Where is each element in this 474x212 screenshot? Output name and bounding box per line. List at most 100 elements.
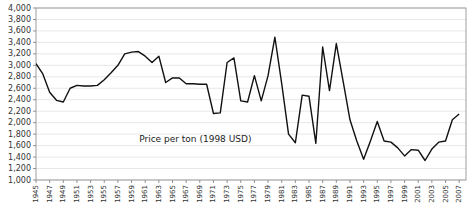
x-tick-label: 1985 <box>305 185 313 203</box>
y-tick <box>33 134 36 135</box>
x-tick-label: 1947 <box>46 185 54 203</box>
x-tick-label: 1963 <box>155 185 163 203</box>
y-tick-label: 3,400 <box>8 38 31 47</box>
x-tick <box>36 180 37 183</box>
y-tick-label: 2,200 <box>8 107 31 116</box>
grid-line <box>36 157 466 158</box>
x-tick-label: 1975 <box>237 185 245 203</box>
grid-line <box>36 30 466 31</box>
x-tick <box>363 180 364 183</box>
y-tick <box>33 145 36 146</box>
y-tick <box>33 180 36 181</box>
grid-line <box>36 76 466 77</box>
x-tick <box>117 180 118 183</box>
x-tick-label: 2005 <box>442 185 450 203</box>
y-tick-label: 1,800 <box>8 130 31 139</box>
x-tick <box>186 180 187 183</box>
x-tick-label: 1965 <box>169 185 177 203</box>
x-tick-label: 1981 <box>278 185 286 203</box>
y-tick <box>33 99 36 100</box>
x-tick-label: 1991 <box>346 185 354 203</box>
x-tick-label: 1945 <box>32 185 40 203</box>
y-tick <box>33 168 36 169</box>
y-tick <box>33 122 36 123</box>
grid-line <box>36 53 466 54</box>
x-tick <box>418 180 419 183</box>
plot-area <box>36 37 459 160</box>
y-tick <box>33 88 36 89</box>
x-tick-label: 1983 <box>291 185 299 203</box>
x-tick <box>63 180 64 183</box>
x-tick-label: 1989 <box>332 185 340 203</box>
x-tick <box>227 180 228 183</box>
y-tick-label: 1,400 <box>8 153 31 162</box>
y-tick <box>33 42 36 43</box>
x-tick <box>268 180 269 183</box>
y-tick-label: 3,200 <box>8 49 31 58</box>
grid-line <box>36 122 466 123</box>
y-tick <box>33 111 36 112</box>
chart: 1,000 1,200 1,400 1,600 1,800 2,000 2,200 2,400… <box>0 0 474 212</box>
y-tick <box>33 76 36 77</box>
x-tick-label: 1995 <box>373 185 381 203</box>
x-tick-label: 1961 <box>141 185 149 203</box>
y-tick-label: 1,200 <box>8 164 31 173</box>
x-tick <box>322 180 323 183</box>
x-tick <box>390 180 391 183</box>
x-tick-label: 2007 <box>455 185 463 203</box>
x-tick <box>349 180 350 183</box>
grid-line <box>36 99 466 100</box>
x-tick <box>145 180 146 183</box>
y-tick-label: 2,600 <box>8 84 31 93</box>
x-tick-label: 2001 <box>414 185 422 203</box>
x-tick-label: 1987 <box>319 185 327 203</box>
y-tick-label: 2,400 <box>8 95 31 104</box>
y-tick-label: 2,000 <box>8 118 31 127</box>
y-tick <box>33 30 36 31</box>
x-tick <box>240 180 241 183</box>
x-tick <box>309 180 310 183</box>
plot-frame <box>36 8 466 180</box>
x-tick-label: 1971 <box>209 185 217 203</box>
x-tick-label: 1993 <box>360 185 368 203</box>
grid-line <box>36 65 466 66</box>
x-tick <box>76 180 77 183</box>
grid-line <box>36 19 466 20</box>
grid <box>36 8 466 180</box>
axes: 1,000 1,200 1,400 1,600 1,800 2,000 2,200 2,400… <box>8 4 466 203</box>
price-line <box>36 37 459 160</box>
x-tick-label: 1957 <box>114 185 122 203</box>
y-tick <box>33 19 36 20</box>
x-tick <box>295 180 296 183</box>
y-tick-label: 3,800 <box>8 15 31 24</box>
grid-line <box>36 145 466 146</box>
x-tick-label: 2003 <box>428 185 436 203</box>
x-tick-label: 1999 <box>401 185 409 203</box>
x-tick <box>431 180 432 183</box>
x-tick <box>281 180 282 183</box>
y-tick-label: 2,800 <box>8 72 31 81</box>
grid-line <box>36 111 466 112</box>
x-tick <box>158 180 159 183</box>
x-tick-label: 1953 <box>87 185 95 203</box>
x-tick-label: 1969 <box>196 185 204 203</box>
x-tick <box>254 180 255 183</box>
x-tick <box>49 180 50 183</box>
y-tick-label: 1,600 <box>8 141 31 150</box>
y-tick <box>33 8 36 9</box>
x-tick-label: 1979 <box>264 185 272 203</box>
x-tick-label: 1959 <box>128 185 136 203</box>
x-tick-label: 1967 <box>182 185 190 203</box>
x-tick-label: 1951 <box>73 185 81 203</box>
x-tick-label: 1949 <box>59 185 67 203</box>
y-tick-label: 1,000 <box>8 176 31 185</box>
y-tick <box>33 65 36 66</box>
y-tick-label: 3,600 <box>8 26 31 35</box>
grid-line <box>36 42 466 43</box>
y-tick-label: 4,000 <box>8 4 31 13</box>
x-tick-label: 1997 <box>387 185 395 203</box>
x-tick-label: 1973 <box>223 185 231 203</box>
y-tick <box>33 53 36 54</box>
x-tick <box>404 180 405 183</box>
grid-line <box>36 168 466 169</box>
